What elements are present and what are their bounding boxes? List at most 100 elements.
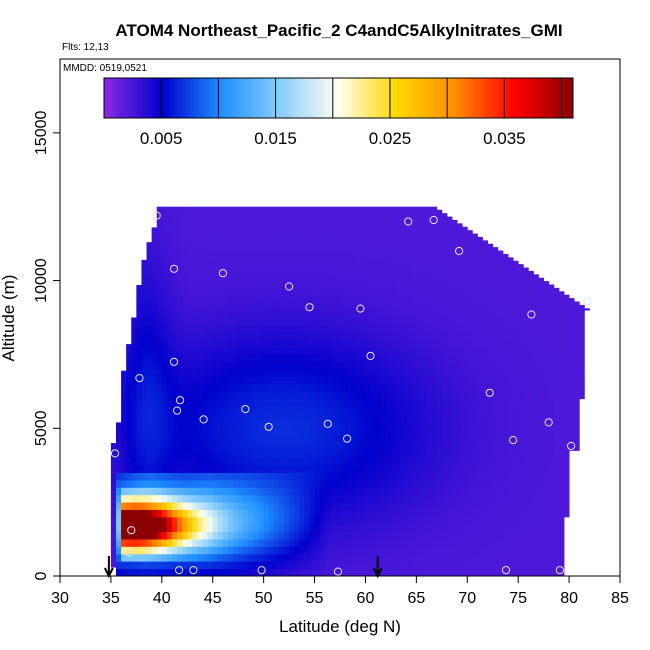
- heatmap-cell: [431, 546, 438, 555]
- heatmap-cell: [273, 413, 280, 422]
- heatmap-cell: [319, 509, 326, 518]
- heatmap-cell: [380, 450, 387, 459]
- heatmap-cell: [233, 457, 239, 466]
- heatmap-cell: [156, 339, 163, 348]
- heatmap-cell: [472, 553, 478, 562]
- heatmap-cell: [329, 243, 336, 252]
- heatmap-cell: [110, 515, 117, 524]
- heatmap-cell: [294, 502, 300, 510]
- heatmap-cell: [390, 568, 397, 577]
- heatmap-cell: [390, 383, 397, 392]
- heatmap-cell: [411, 479, 417, 488]
- heatmap-cell: [421, 332, 427, 341]
- heatmap-cell: [467, 494, 473, 503]
- heatmap-cell: [299, 561, 305, 570]
- heatmap-cell: [177, 539, 183, 547]
- heatmap-cell: [319, 531, 326, 540]
- heatmap-cell: [263, 376, 270, 385]
- heatmap-cell: [406, 287, 412, 296]
- sample-point: [455, 246, 464, 256]
- heatmap-cell: [497, 361, 504, 370]
- heatmap-cell: [441, 354, 448, 363]
- heatmap-cell: [192, 391, 198, 400]
- heatmap-cell: [421, 391, 427, 400]
- heatmap-cell: [228, 258, 234, 267]
- heatmap-cell: [538, 339, 545, 348]
- heatmap-cell: [243, 472, 249, 481]
- heatmap-cell: [340, 354, 346, 363]
- heatmap-cell: [518, 420, 524, 429]
- heatmap-cell: [187, 435, 193, 444]
- heatmap-cell: [141, 259, 147, 267]
- heatmap-cell: [187, 568, 193, 577]
- heatmap-cell: [253, 509, 259, 518]
- heatmap-cell: [304, 324, 310, 333]
- heatmap-cell: [329, 251, 336, 259]
- heatmap-cell: [222, 228, 229, 237]
- heatmap-cell: [197, 568, 203, 577]
- heatmap-cell: [533, 553, 539, 562]
- heatmap-cell: [182, 295, 188, 304]
- colorbar-swatch: [221, 78, 226, 118]
- heatmap-cell: [284, 354, 290, 363]
- heatmap-cell: [446, 546, 453, 555]
- heatmap-cell: [457, 361, 463, 370]
- heatmap-cell: [172, 450, 178, 459]
- heatmap-cell: [543, 398, 550, 407]
- heatmap-cell: [396, 221, 402, 230]
- heatmap-cell: [182, 398, 188, 407]
- heatmap-cell: [548, 516, 555, 525]
- heatmap-cell: [543, 539, 550, 547]
- heatmap-cell: [131, 435, 137, 444]
- heatmap-cell: [151, 310, 158, 318]
- heatmap-cell: [457, 347, 463, 355]
- heatmap-cell: [345, 243, 351, 252]
- heatmap-cell: [197, 221, 203, 230]
- heatmap-cell: [487, 428, 494, 437]
- x-tick-label: 35: [102, 590, 120, 607]
- heatmap-cell: [538, 494, 545, 503]
- heatmap-cell: [294, 251, 300, 259]
- heatmap-cell: [258, 450, 265, 459]
- heatmap-cell: [319, 228, 326, 237]
- heatmap-cell: [263, 546, 270, 555]
- heatmap-cell: [258, 206, 265, 215]
- heatmap-cell: [487, 317, 494, 326]
- heatmap-cell: [421, 295, 427, 304]
- heatmap-cell: [284, 332, 290, 341]
- heatmap-cell: [161, 324, 168, 333]
- heatmap-cell: [370, 413, 377, 422]
- heatmap-cell: [401, 332, 407, 341]
- heatmap-cell: [380, 494, 387, 503]
- heatmap-cell: [278, 287, 285, 296]
- heatmap-cell: [502, 317, 509, 326]
- heatmap-cell: [523, 361, 529, 370]
- heatmap-cell: [457, 398, 463, 407]
- heatmap-cell: [263, 339, 270, 348]
- heatmap-cell: [146, 465, 153, 473]
- heatmap-cell: [212, 243, 219, 252]
- heatmap-cell: [502, 258, 509, 267]
- heatmap-cell: [268, 221, 275, 230]
- heatmap-cell: [309, 251, 315, 259]
- heatmap-cell: [482, 428, 489, 437]
- heatmap-cell: [192, 361, 198, 370]
- heatmap-cell: [457, 228, 463, 237]
- heatmap-cell: [228, 531, 234, 540]
- heatmap-cell: [431, 273, 438, 281]
- heatmap-cell: [156, 258, 163, 267]
- heatmap-cell: [228, 443, 234, 451]
- heatmap-cell: [309, 413, 315, 422]
- heatmap-cell: [411, 553, 417, 562]
- heatmap-cell: [553, 561, 560, 570]
- heatmap-cell: [207, 516, 214, 525]
- heatmap-cell: [248, 228, 254, 237]
- heatmap-cell: [278, 539, 285, 547]
- heatmap-cell: [360, 251, 366, 259]
- heatmap-cell: [462, 524, 468, 533]
- heatmap-cell: [299, 332, 305, 341]
- heatmap-cell: [452, 369, 458, 377]
- heatmap-cell: [319, 354, 326, 363]
- heatmap-cell: [467, 472, 473, 481]
- heatmap-cell: [340, 435, 346, 444]
